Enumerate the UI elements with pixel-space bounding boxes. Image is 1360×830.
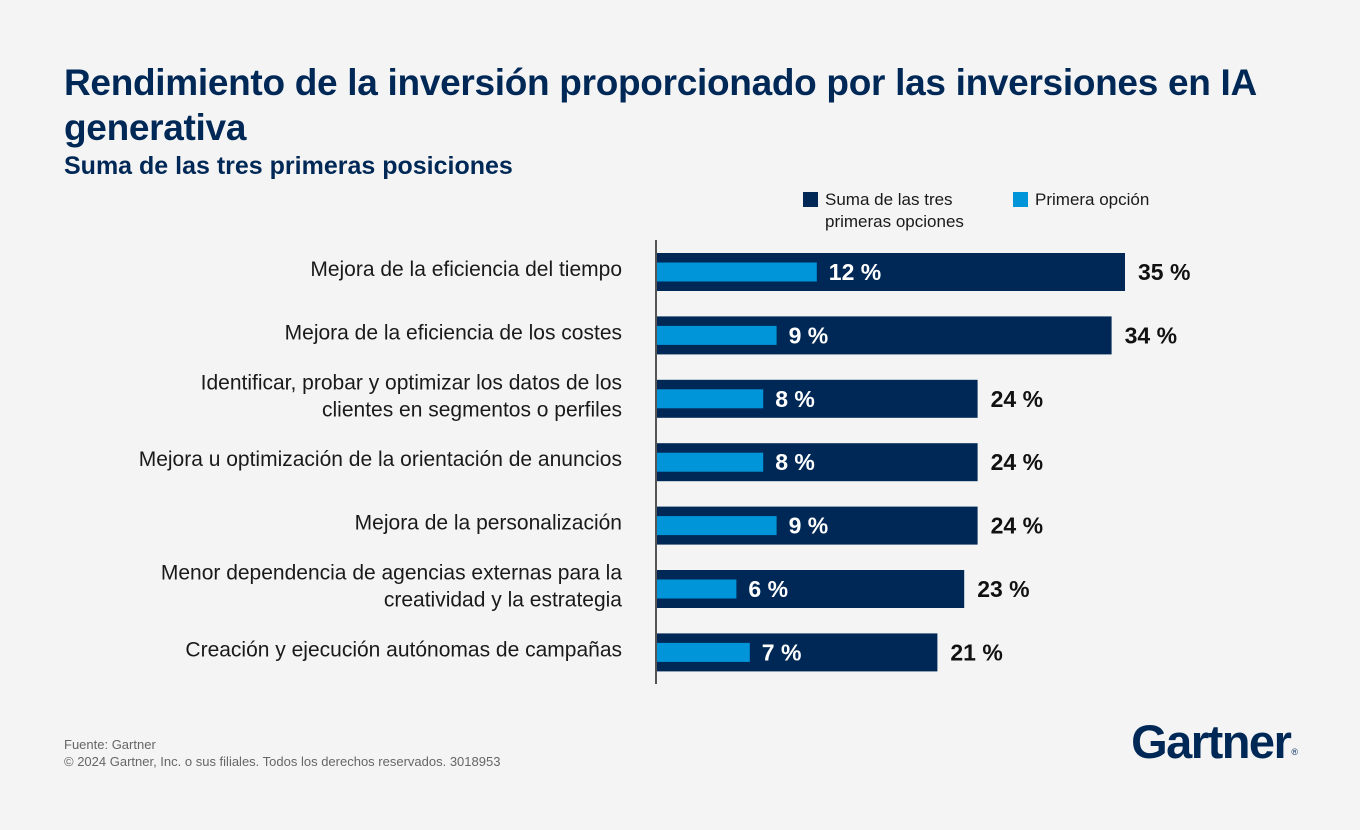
- registered-mark: ®: [1291, 747, 1298, 757]
- data-label-total: 21 %: [950, 639, 1002, 665]
- copyright-note: © 2024 Gartner, Inc. o sus filiales. Tod…: [64, 754, 501, 769]
- source-note: Fuente: Gartner: [64, 737, 156, 752]
- legend-item-total: Suma de las tres primeras opciones: [803, 189, 995, 233]
- category-label: Mejora de la eficiencia del tiempo: [310, 258, 622, 281]
- category-label: Mejora de la personalización: [355, 512, 622, 535]
- chart-subtitle: Suma de las tres primeras posiciones: [64, 152, 513, 180]
- data-label-first: 7 %: [762, 639, 802, 665]
- category-label: Mejora u optimización de la orientación …: [139, 448, 622, 471]
- data-label-total: 24 %: [991, 449, 1043, 475]
- logo-wordmark: Gartner: [1131, 715, 1292, 768]
- data-label-total: 34 %: [1125, 322, 1177, 348]
- data-label-total: 24 %: [991, 386, 1043, 412]
- data-label-total: 23 %: [977, 576, 1029, 602]
- gartner-logo: Gartner ®: [1131, 714, 1298, 769]
- category-label: Creación y ejecución autónomas de campañ…: [185, 638, 622, 661]
- legend-label-first: Primera opción: [1035, 190, 1150, 209]
- data-label-total: 24 %: [991, 513, 1043, 539]
- data-label-first: 8 %: [775, 386, 815, 412]
- category-label: Menor dependencia de agencias externas p…: [161, 562, 622, 612]
- bar-first: [656, 452, 764, 472]
- legend-item-first: Primera opción: [1013, 189, 1205, 211]
- legend-label-total: Suma de las tres primeras opciones: [825, 190, 964, 231]
- data-label-first: 8 %: [775, 449, 815, 475]
- data-label-first: 12 %: [829, 259, 881, 285]
- bar-first: [656, 642, 750, 662]
- data-label-first: 9 %: [789, 322, 829, 348]
- legend-swatch-first: [1013, 192, 1028, 207]
- category-label: Identificar, probar y optimizar los dato…: [201, 371, 622, 421]
- legend-swatch-total: [803, 192, 818, 207]
- bar-first: [656, 325, 777, 345]
- bar-first: [656, 262, 817, 282]
- data-label-first: 6 %: [748, 576, 788, 602]
- data-label-total: 35 %: [1138, 259, 1190, 285]
- bar-first: [656, 389, 764, 409]
- bar-first: [656, 516, 777, 536]
- footer: Fuente: Gartner © 2024 Gartner, Inc. o s…: [64, 736, 500, 770]
- category-label: Mejora de la eficiencia de los costes: [285, 321, 622, 344]
- chart-title: Rendimiento de la inversión proporcionad…: [64, 62, 1256, 148]
- bar-first: [656, 579, 737, 599]
- data-label-first: 9 %: [789, 513, 829, 539]
